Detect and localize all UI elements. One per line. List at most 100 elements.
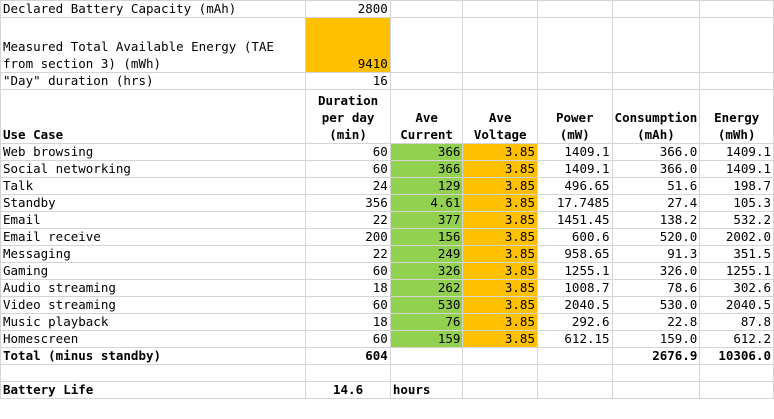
cell-energy[interactable]: 87.8 [699, 313, 774, 331]
cell-power[interactable]: 600.6 [536, 228, 613, 246]
cell-consumption[interactable]: 366.0 [611, 160, 701, 178]
total-energy[interactable]: 10306.0 [699, 347, 774, 365]
cell-duration[interactable]: 22 [305, 245, 391, 263]
cell-consumption[interactable]: 326.0 [611, 262, 701, 280]
cell-power[interactable]: 292.6 [536, 313, 613, 331]
cell-voltage[interactable]: 3.85 [462, 330, 538, 348]
cell-voltage[interactable]: 3.85 [462, 160, 538, 178]
col-header-power[interactable]: Power (mW) [536, 89, 613, 144]
cell-power[interactable]: 17.7485 [536, 194, 613, 212]
cell-voltage[interactable]: 3.85 [462, 228, 538, 246]
cell-power[interactable]: 1451.45 [536, 211, 613, 229]
cell-use-case[interactable]: Standby [0, 194, 307, 212]
cell-duration[interactable]: 356 [305, 194, 391, 212]
cell-consumption[interactable]: 366.0 [611, 143, 701, 161]
cell-current[interactable]: 326 [389, 262, 464, 280]
tae-value[interactable]: 9410 [305, 17, 391, 73]
cell-use-case[interactable]: Social networking [0, 160, 307, 178]
cell-current[interactable]: 76 [389, 313, 464, 331]
cell-current[interactable]: 249 [389, 245, 464, 263]
col-header-consumption[interactable]: Consumption (mAh) [611, 89, 701, 144]
total-duration[interactable]: 604 [305, 347, 391, 365]
cell-power[interactable]: 1008.7 [536, 279, 613, 297]
declared-capacity-label[interactable]: Declared Battery Capacity (mAh) [0, 0, 307, 18]
cell-duration[interactable]: 200 [305, 228, 391, 246]
cell-power[interactable]: 1255.1 [536, 262, 613, 280]
cell-energy[interactable]: 302.6 [699, 279, 774, 297]
cell-voltage[interactable]: 3.85 [462, 143, 538, 161]
cell-use-case[interactable]: Video streaming [0, 296, 307, 314]
cell-energy[interactable]: 351.5 [699, 245, 774, 263]
cell-energy[interactable]: 2040.5 [699, 296, 774, 314]
cell-use-case[interactable]: Web browsing [0, 143, 307, 161]
cell-energy[interactable]: 1255.1 [699, 262, 774, 280]
cell-consumption[interactable]: 520.0 [611, 228, 701, 246]
cell-consumption[interactable]: 159.0 [611, 330, 701, 348]
cell-use-case[interactable]: Audio streaming [0, 279, 307, 297]
cell-current[interactable]: 366 [389, 160, 464, 178]
cell-duration[interactable]: 22 [305, 211, 391, 229]
col-header-duration[interactable]: Duration per day (min) [305, 89, 391, 144]
cell-power[interactable]: 612.15 [536, 330, 613, 348]
cell-voltage[interactable]: 3.85 [462, 279, 538, 297]
cell-consumption[interactable]: 22.8 [611, 313, 701, 331]
cell-power[interactable]: 1409.1 [536, 143, 613, 161]
cell-consumption[interactable]: 51.6 [611, 177, 701, 195]
cell-duration[interactable]: 60 [305, 262, 391, 280]
cell-duration[interactable]: 24 [305, 177, 391, 195]
cell-use-case[interactable]: Email receive [0, 228, 307, 246]
col-header-energy[interactable]: Energy (mWh) [699, 89, 774, 144]
cell-current[interactable]: 159 [389, 330, 464, 348]
cell-power[interactable]: 496.65 [536, 177, 613, 195]
cell-consumption[interactable]: 78.6 [611, 279, 701, 297]
battery-life-label[interactable]: Battery Life [0, 381, 307, 399]
cell-duration[interactable]: 18 [305, 279, 391, 297]
cell-current[interactable]: 366 [389, 143, 464, 161]
cell-use-case[interactable]: Homescreen [0, 330, 307, 348]
cell-consumption[interactable]: 138.2 [611, 211, 701, 229]
cell-duration[interactable]: 18 [305, 313, 391, 331]
cell-duration[interactable]: 60 [305, 296, 391, 314]
cell-voltage[interactable]: 3.85 [462, 262, 538, 280]
declared-capacity-value[interactable]: 2800 [305, 0, 391, 18]
cell-voltage[interactable]: 3.85 [462, 296, 538, 314]
day-duration-value[interactable]: 16 [305, 72, 391, 90]
cell-energy[interactable]: 105.3 [699, 194, 774, 212]
cell-voltage[interactable]: 3.85 [462, 313, 538, 331]
col-header-use-case[interactable]: Use Case [0, 89, 307, 144]
cell-use-case[interactable]: Music playback [0, 313, 307, 331]
col-header-current[interactable]: Ave Current [389, 89, 464, 144]
cell-power[interactable]: 1409.1 [536, 160, 613, 178]
cell-voltage[interactable]: 3.85 [462, 177, 538, 195]
cell-power[interactable]: 958.65 [536, 245, 613, 263]
cell-voltage[interactable]: 3.85 [462, 245, 538, 263]
cell-power[interactable]: 2040.5 [536, 296, 613, 314]
cell-duration[interactable]: 60 [305, 143, 391, 161]
cell-consumption[interactable]: 91.3 [611, 245, 701, 263]
cell-energy[interactable]: 1409.1 [699, 143, 774, 161]
cell-use-case[interactable]: Email [0, 211, 307, 229]
cell-energy[interactable]: 2002.0 [699, 228, 774, 246]
cell-use-case[interactable]: Messaging [0, 245, 307, 263]
cell-current[interactable]: 377 [389, 211, 464, 229]
cell-use-case[interactable]: Gaming [0, 262, 307, 280]
cell-voltage[interactable]: 3.85 [462, 211, 538, 229]
cell-consumption[interactable]: 530.0 [611, 296, 701, 314]
cell-duration[interactable]: 60 [305, 330, 391, 348]
cell-current[interactable]: 530 [389, 296, 464, 314]
cell-duration[interactable]: 60 [305, 160, 391, 178]
cell-energy[interactable]: 612.2 [699, 330, 774, 348]
cell-use-case[interactable]: Talk [0, 177, 307, 195]
col-header-voltage[interactable]: Ave Voltage [462, 89, 538, 144]
cell-consumption[interactable]: 27.4 [611, 194, 701, 212]
tae-label[interactable]: Measured Total Available Energy (TAE fro… [0, 17, 307, 73]
battery-life-value[interactable]: 14.6 [305, 381, 391, 399]
cell-current[interactable]: 156 [389, 228, 464, 246]
cell-current[interactable]: 129 [389, 177, 464, 195]
cell-current[interactable]: 262 [389, 279, 464, 297]
cell-energy[interactable]: 198.7 [699, 177, 774, 195]
cell-energy[interactable]: 1409.1 [699, 160, 774, 178]
day-duration-label[interactable]: "Day" duration (hrs) [0, 72, 307, 90]
cell-energy[interactable]: 532.2 [699, 211, 774, 229]
battery-life-unit[interactable]: hours [389, 381, 464, 399]
